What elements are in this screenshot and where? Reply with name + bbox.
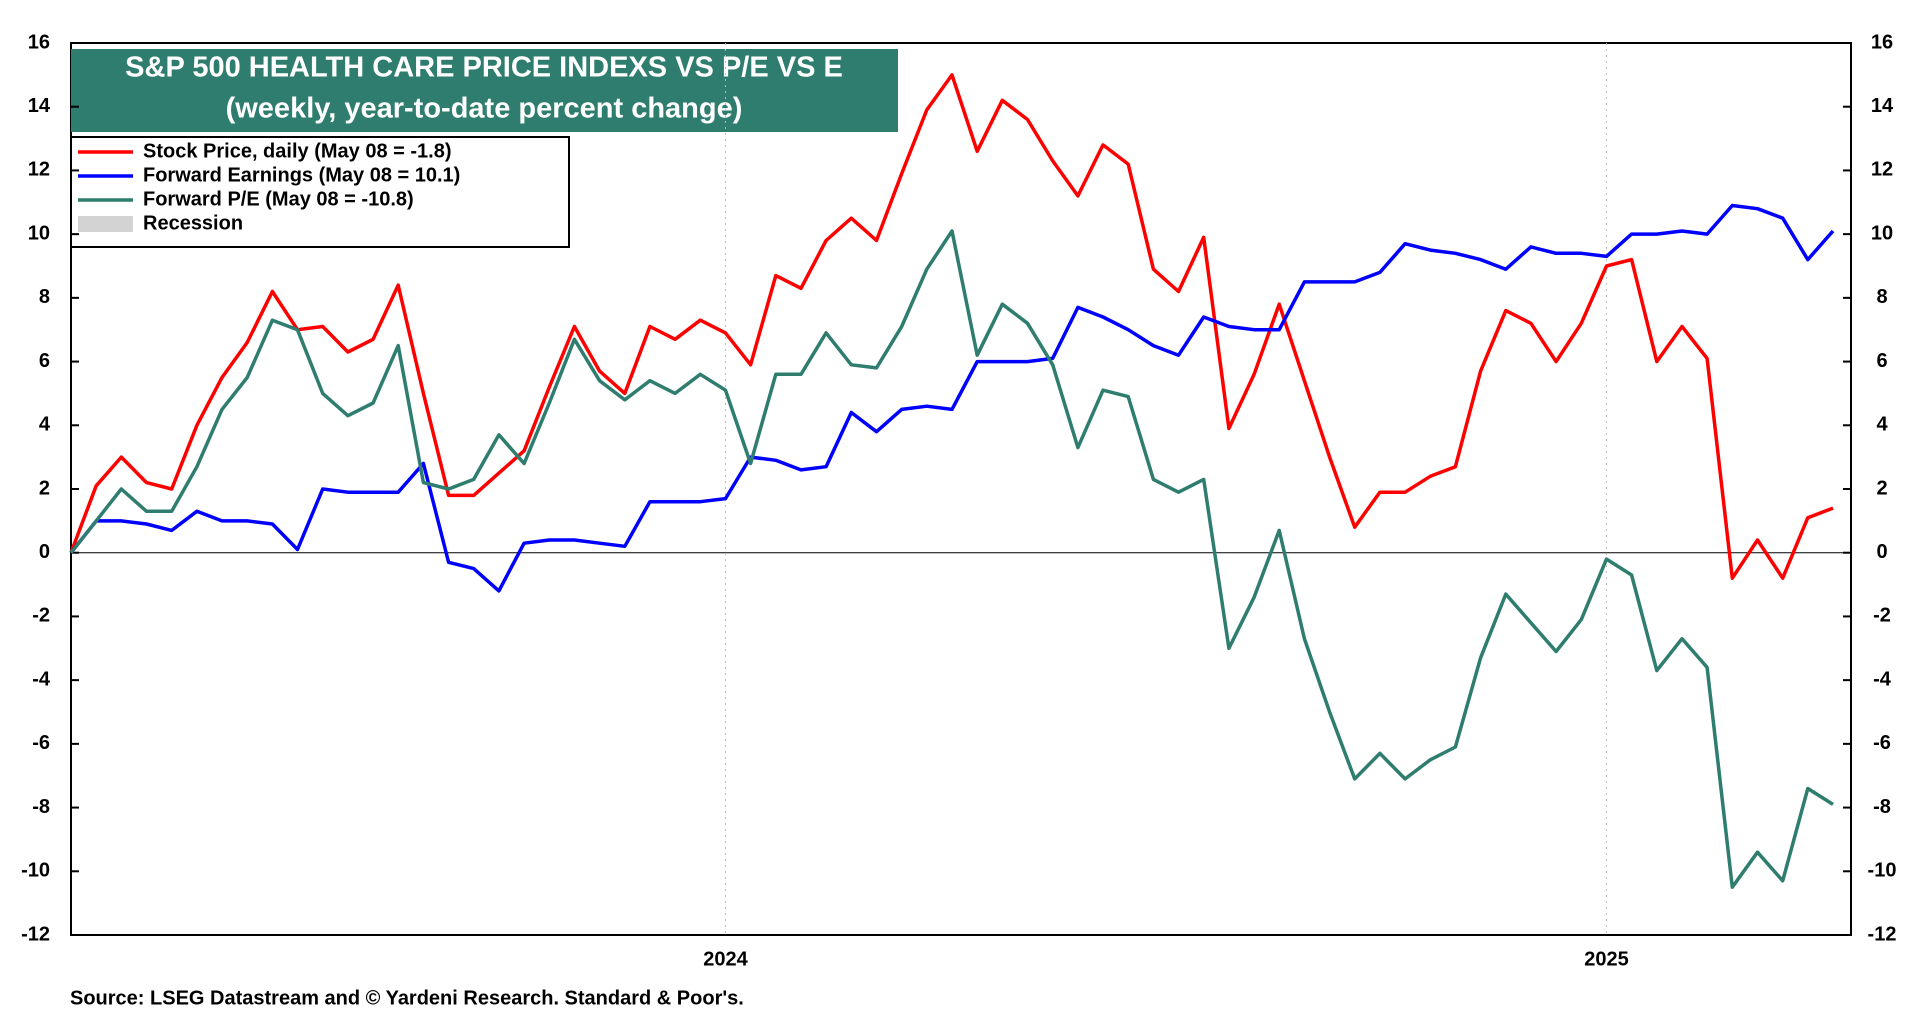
- y2-tick-label: -12: [1868, 923, 1897, 945]
- y2-tick-label: -10: [1868, 860, 1897, 882]
- y-tick-label: 4: [39, 414, 51, 436]
- chart-title: S&P 500 HEALTH CARE PRICE INDEXS VS P/E …: [125, 52, 843, 84]
- y2-tick-label: 2: [1876, 477, 1887, 499]
- chart-subtitle: (weekly, year-to-date percent change): [226, 93, 743, 125]
- y2-tick-label: 0: [1876, 541, 1887, 563]
- x-tick-label: 2025: [1584, 948, 1629, 970]
- y2-tick-label: 4: [1876, 414, 1888, 436]
- y2-tick-label: 16: [1871, 31, 1893, 53]
- y2-tick-label: 6: [1876, 350, 1887, 372]
- legend-swatch: [78, 216, 133, 232]
- y2-tick-label: 14: [1871, 95, 1894, 117]
- y2-tick-label: 10: [1871, 222, 1893, 244]
- y-tick-label: -8: [32, 796, 50, 818]
- y-tick-label: -2: [32, 605, 50, 627]
- y2-tick-label: -4: [1873, 668, 1892, 690]
- y-tick-label: 12: [28, 159, 50, 181]
- y-tick-label: 0: [39, 541, 50, 563]
- y-tick-label: 8: [39, 286, 50, 308]
- y-tick-label: -6: [32, 732, 50, 754]
- series-line: [69, 203, 1835, 593]
- y-tick-label: 2: [39, 477, 50, 499]
- y-tick-label: 6: [39, 350, 50, 372]
- y2-tick-label: 8: [1876, 286, 1887, 308]
- y2-tick-label: -6: [1873, 732, 1891, 754]
- legend-label: Stock Price, daily (May 08 = -1.8): [143, 140, 451, 162]
- x-tick-label: 2024: [703, 948, 748, 970]
- y-tick-label: 16: [28, 31, 50, 53]
- legend-box: [70, 136, 570, 248]
- y2-tick-label: -8: [1873, 796, 1891, 818]
- y-tick-label: 14: [28, 95, 51, 117]
- series-line: [69, 73, 1834, 580]
- title-box: [71, 49, 898, 132]
- series-line: [69, 229, 1834, 889]
- y2-tick-label: 12: [1871, 159, 1893, 181]
- y-tick-label: -4: [32, 668, 51, 690]
- legend-label: Forward Earnings (May 08 = 10.1): [143, 164, 460, 186]
- y-tick-label: -12: [21, 923, 50, 945]
- y2-tick-label: -2: [1873, 605, 1891, 627]
- legend-label: Recession: [143, 212, 243, 234]
- y-tick-label: -10: [21, 860, 50, 882]
- legend-label: Forward P/E (May 08 = -10.8): [143, 188, 414, 210]
- y-tick-label: 10: [28, 222, 50, 244]
- source-note: Source: LSEG Datastream and © Yardeni Re…: [70, 987, 744, 1009]
